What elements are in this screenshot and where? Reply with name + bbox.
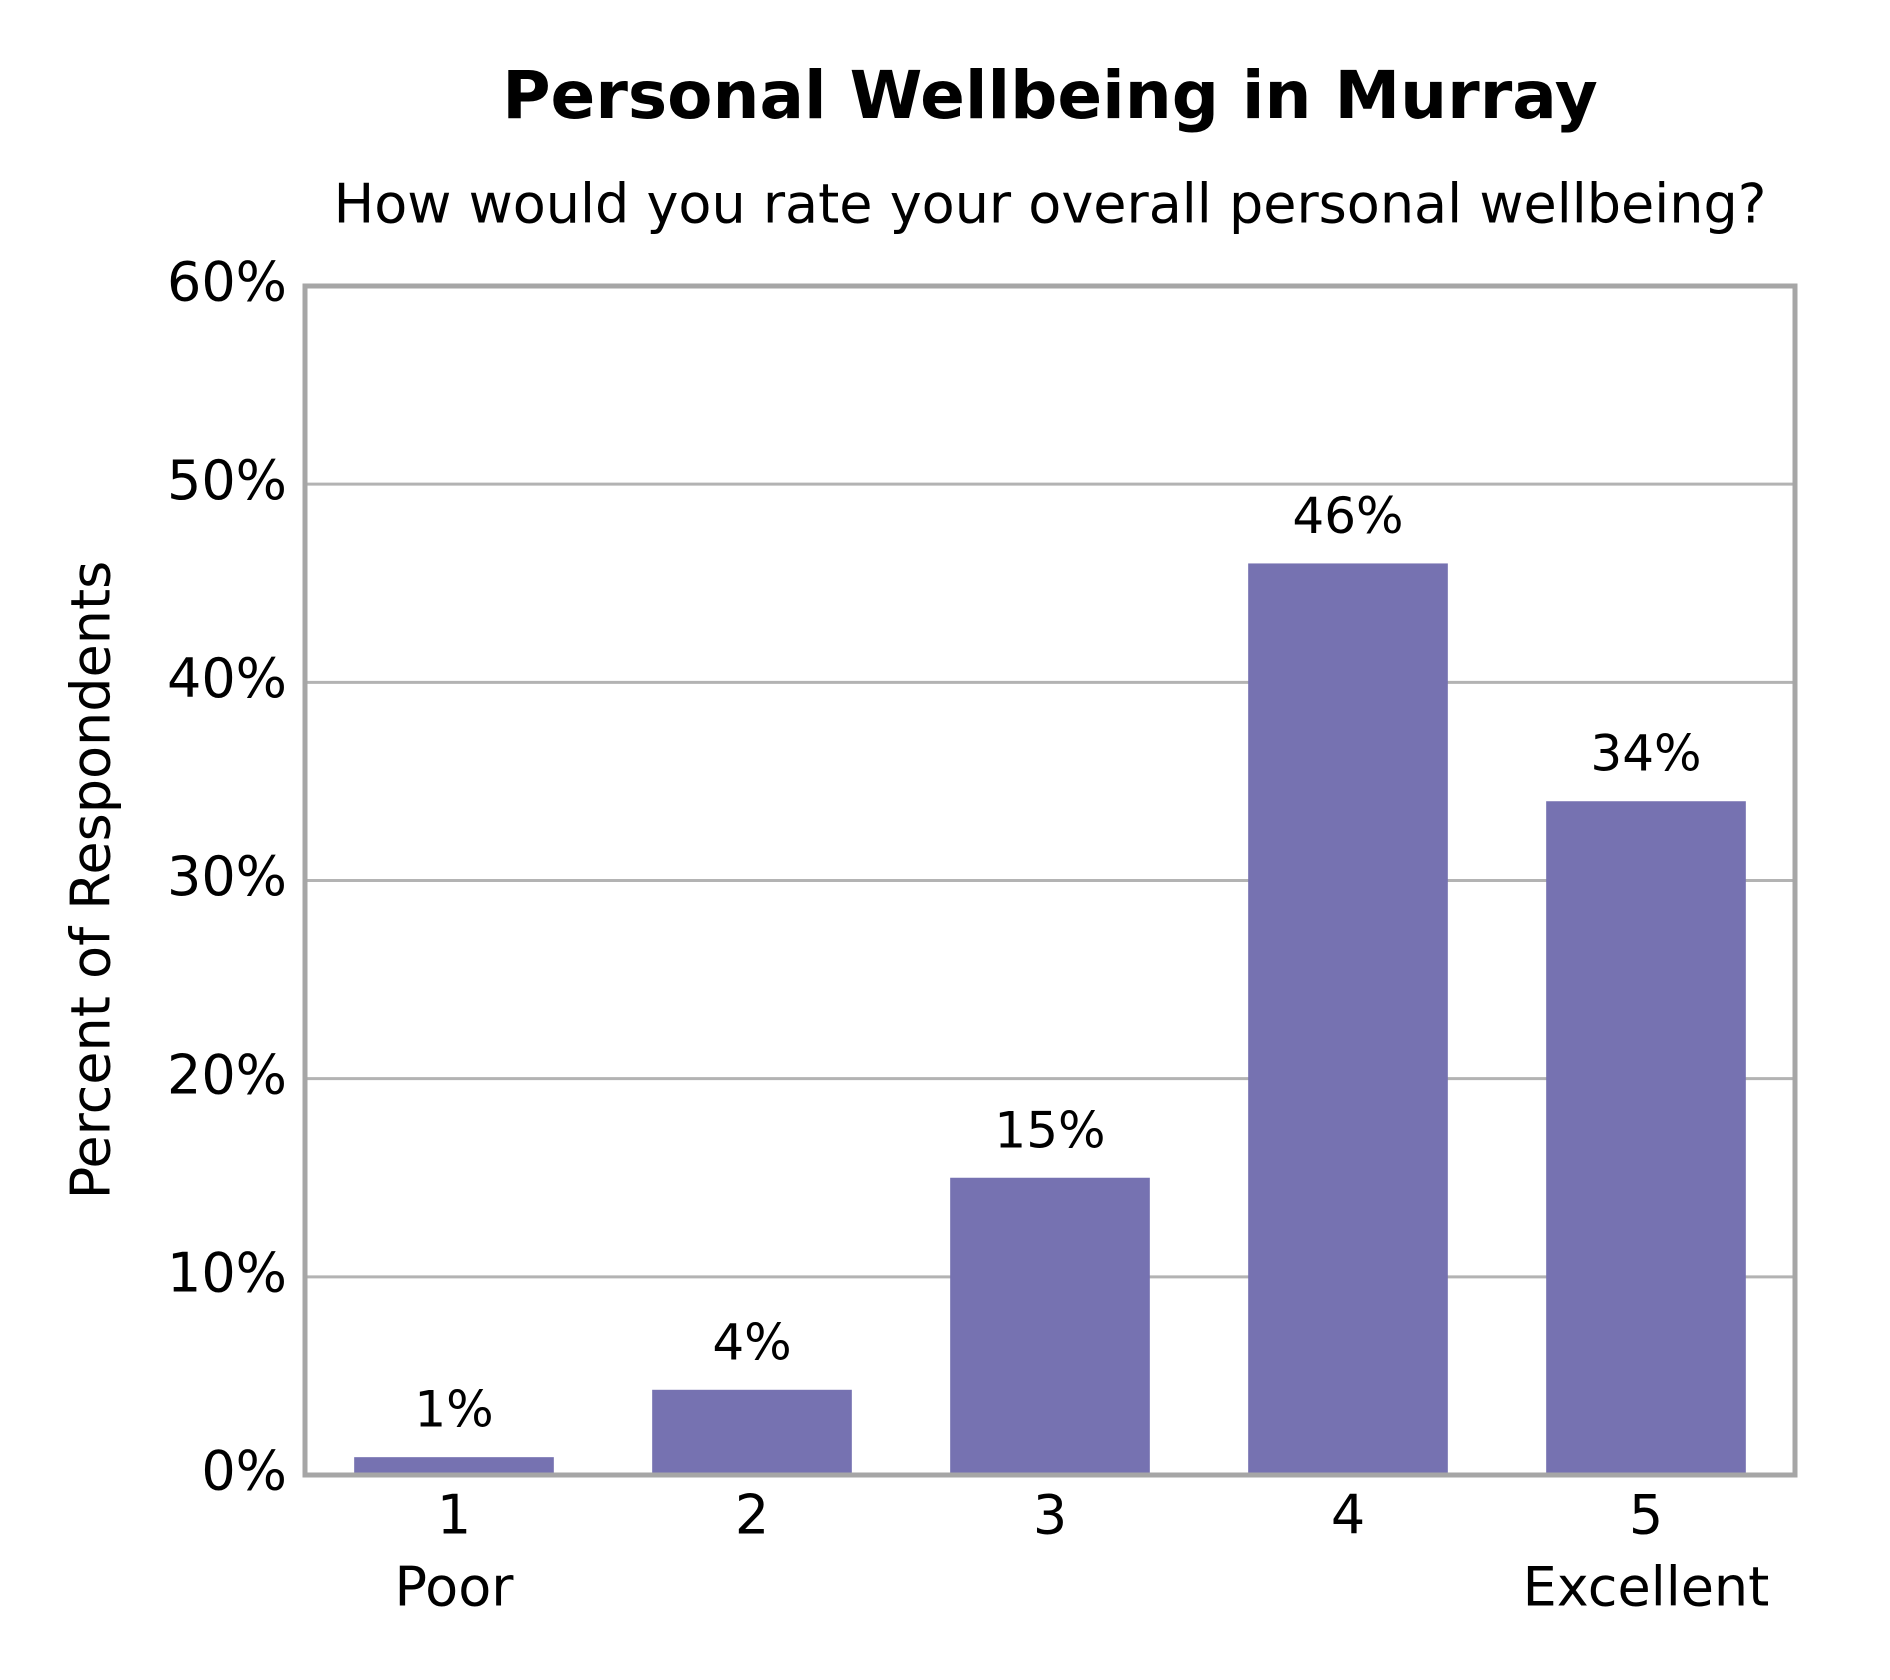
x-tick-label: 5 [1629,1484,1663,1547]
data-label: 1% [414,1381,493,1439]
y-tick-label: 30% [167,845,287,908]
x-tick-label: 2 [735,1484,769,1547]
x-tick-sublabel: Excellent [1523,1556,1770,1619]
data-label: 46% [1292,487,1403,545]
y-tick-label: 0% [201,1440,287,1503]
data-label: 4% [712,1313,791,1371]
bar [1546,801,1746,1475]
data-label: 34% [1590,725,1701,783]
data-label: 15% [994,1101,1105,1159]
y-tick-label: 10% [167,1241,287,1304]
chart-title: Personal Wellbeing in Murray [502,57,1598,134]
x-tick-label: 3 [1033,1484,1067,1547]
x-tick-label: 1 [437,1484,471,1547]
bar [1248,563,1448,1475]
x-tick-label: 4 [1331,1484,1365,1547]
y-tick-label: 60% [167,251,287,314]
bar [652,1389,852,1475]
y-tick-label: 20% [167,1043,287,1106]
y-tick-label: 40% [167,647,287,710]
plot-border [302,283,1798,1478]
chart-subtitle: How would you rate your overall personal… [334,173,1767,236]
bar [354,1457,554,1475]
y-axis-label: Percent of Respondents [60,561,123,1200]
y-tick-label: 50% [167,449,287,512]
bar [950,1177,1150,1475]
x-tick-sublabel: Poor [395,1556,515,1619]
